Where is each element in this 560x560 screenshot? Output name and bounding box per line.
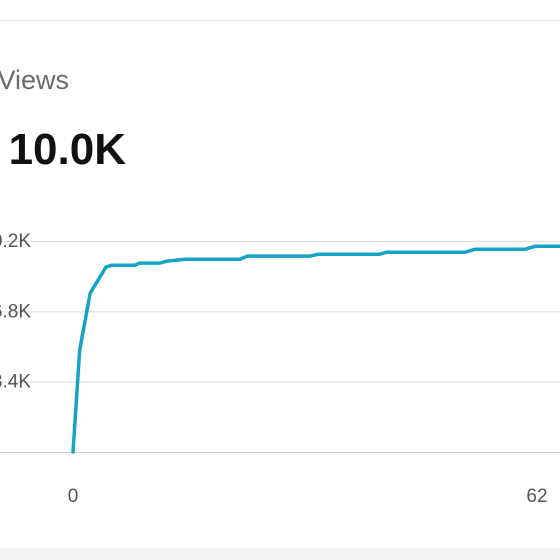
data-line <box>71 244 560 454</box>
total-value: 10.0K <box>9 125 127 174</box>
x-tick-label: 62 <box>526 486 547 507</box>
plot: 3.4K 6.8K 10.2K 0 62 <box>0 231 560 507</box>
footer-band <box>0 548 560 560</box>
y-tick-label: 3.4K <box>0 372 31 393</box>
y-tick-label: 10.2K <box>0 231 31 252</box>
x-tick-label: 0 <box>68 486 79 507</box>
y-tick-label: 6.8K <box>0 301 31 322</box>
card-title: Views <box>0 65 69 95</box>
